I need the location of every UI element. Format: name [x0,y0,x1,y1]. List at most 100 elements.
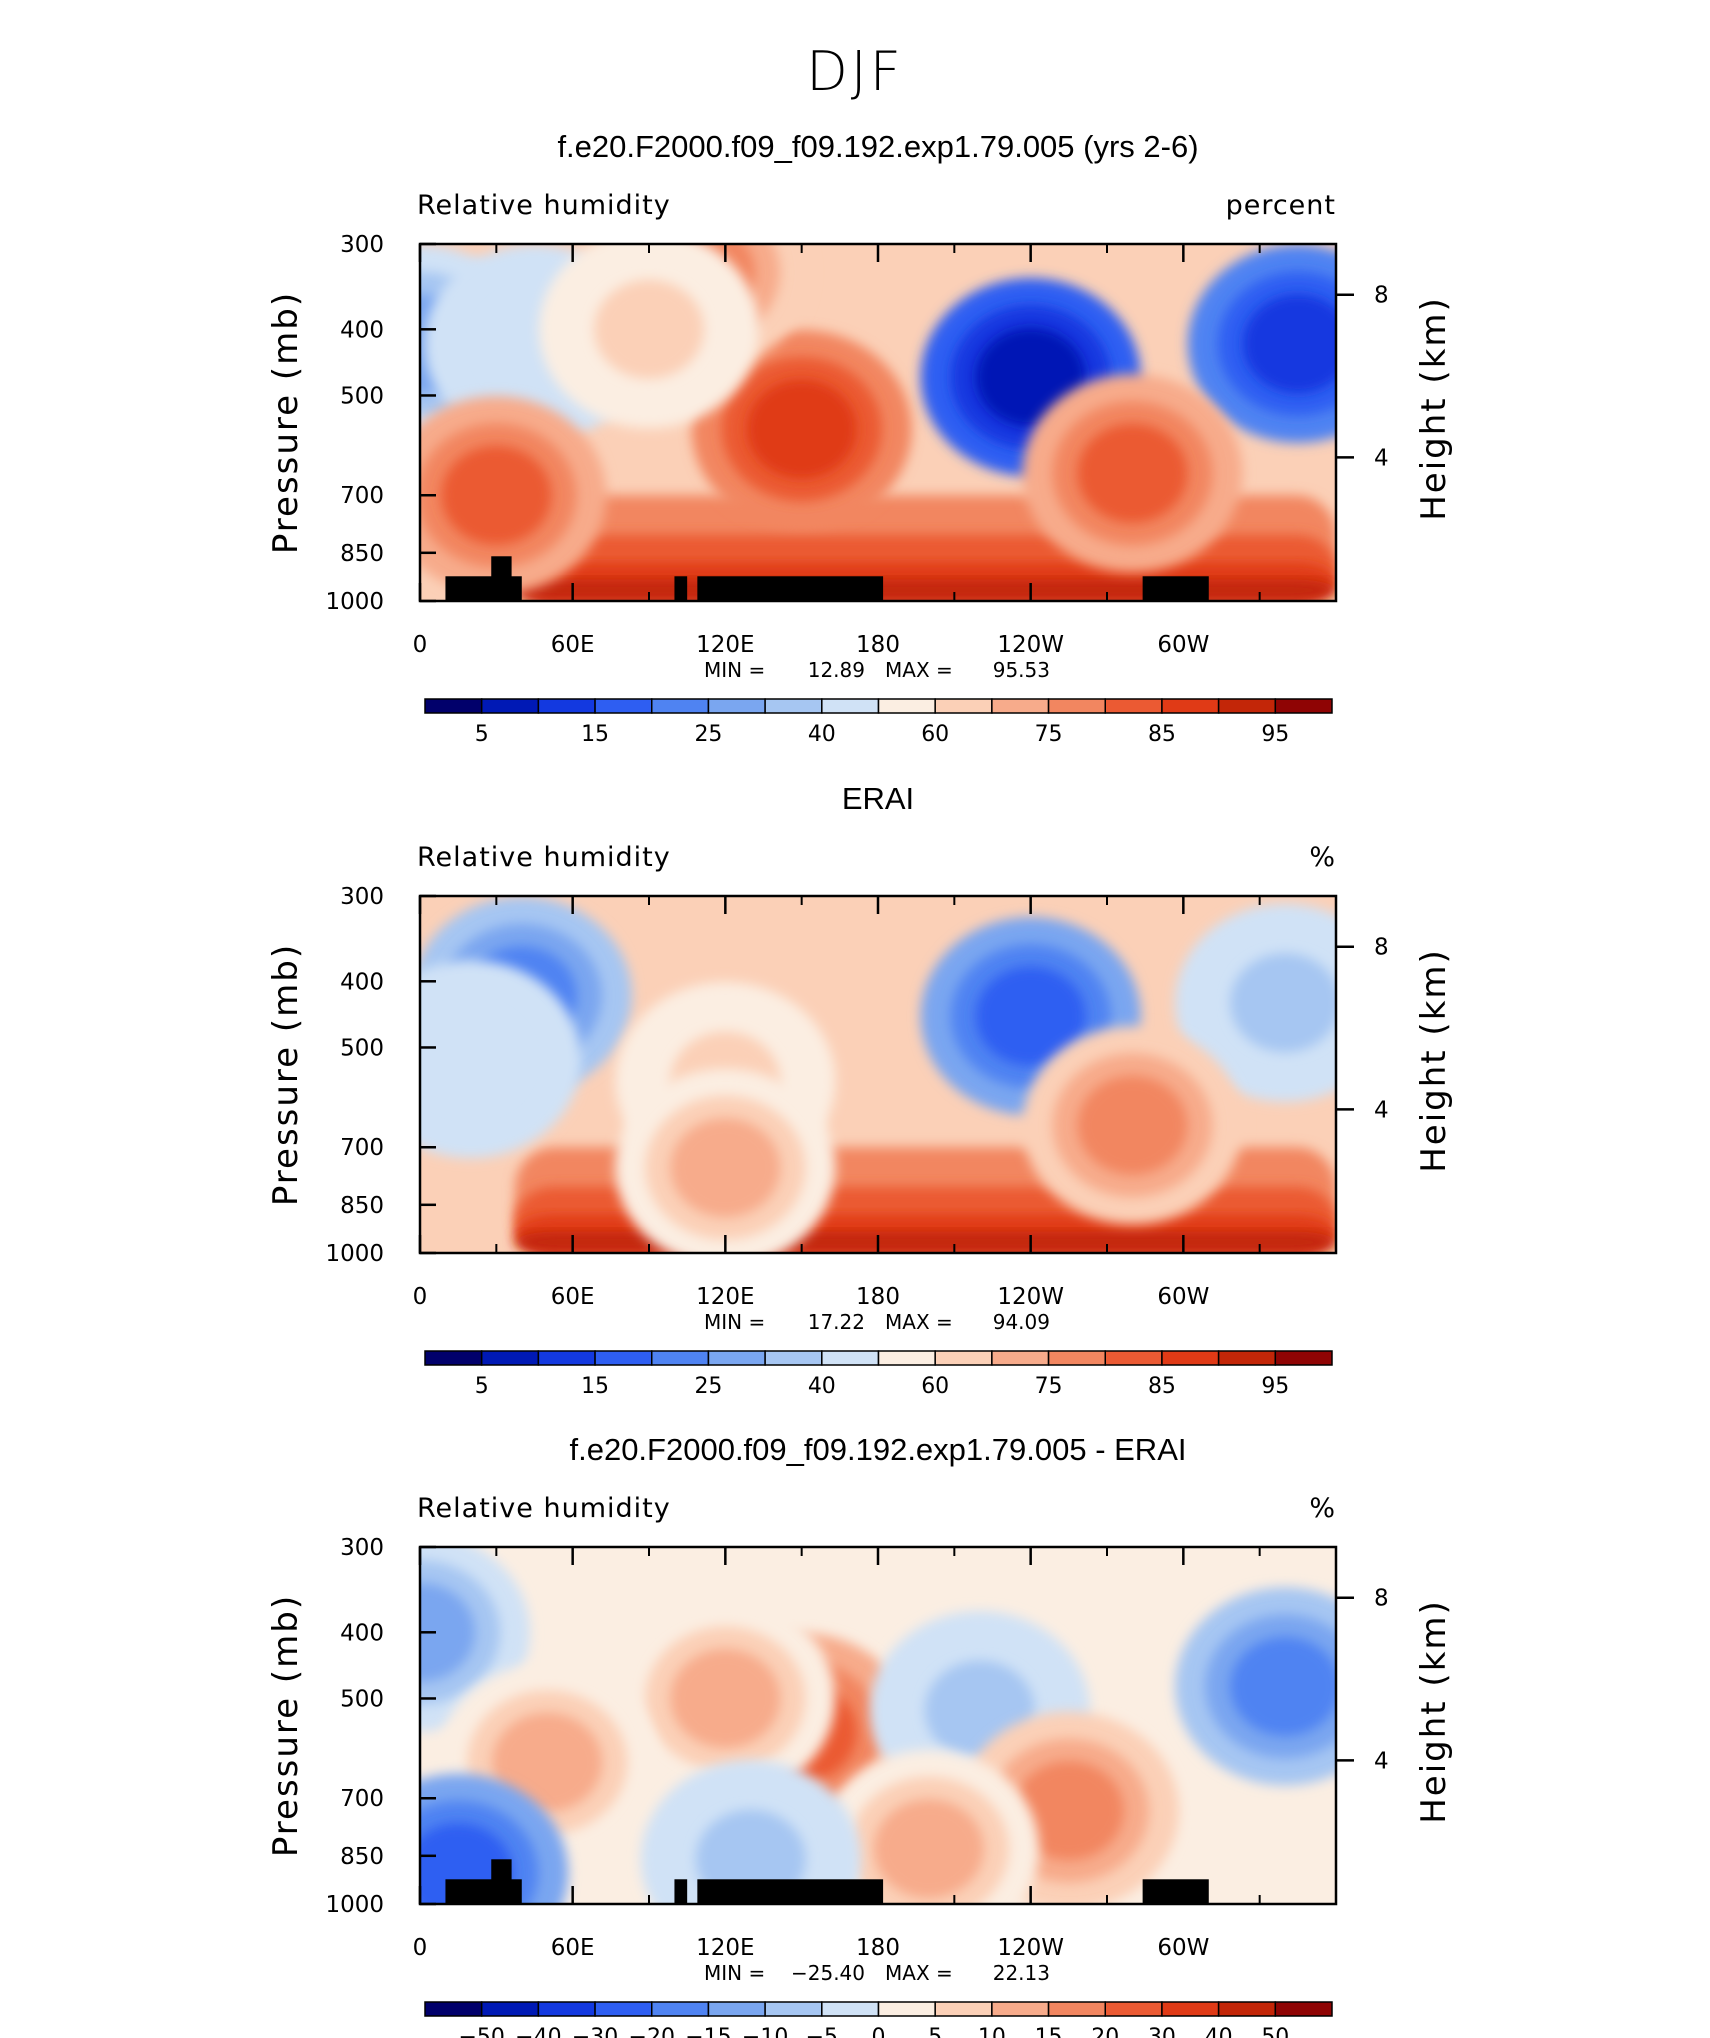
x-tick-label: 180 [856,1935,900,1961]
y-tick-label: 400 [340,969,384,995]
colorbar-swatch [424,2001,483,2017]
colorbar-label: −5 [806,2025,838,2038]
colorbar-swatch [594,2001,653,2017]
colorbar-swatch [877,2001,936,2017]
colorbar-label: 20 [1091,2025,1119,2038]
colorbar-swatch [877,1350,936,1366]
panel-3: f.e20.F2000.f09_f09.192.exp1.79.005 - ER… [266,1432,1454,2038]
min-value: 17.22 [808,1310,865,1334]
colorbar-label: −10 [742,2025,788,2038]
y-tick-label: 300 [340,1535,384,1561]
y-tick-label: 500 [340,1035,384,1061]
contour-blob [670,1118,781,1218]
contour-field [420,244,1336,601]
max-value: 95.53 [993,658,1050,682]
colorbar-swatch [1217,698,1277,714]
colorbar: −50 −40 −30 −20 −15 −10 −5 0 5 10 15 20 30 40 50 [424,2001,1333,2038]
max-label: MAX = [885,658,953,682]
colorbar-swatch [707,698,766,714]
colorbar-label: 0 [872,2025,886,2038]
colorbar-swatch [480,2001,540,2017]
y-axis-title: Pressure (mb) [266,943,306,1206]
colorbar-swatch [537,2001,596,2017]
colorbar-label: 25 [694,722,722,747]
colorbar-swatch [991,2001,1050,2017]
colorbar-swatch [1104,2001,1163,2017]
x-tick-label: 120W [997,1284,1064,1310]
y-tick-label: 850 [340,541,384,567]
colorbar: 5 15 25 40 60 75 85 95 [424,1350,1333,1399]
unit-label: percent [1226,190,1336,221]
x-tick-label: 0 [413,1284,428,1310]
land-mask [674,576,688,601]
x-tick-label: 180 [856,1284,900,1310]
y-tick-label: 300 [340,884,384,910]
y2-tick-label: 8 [1374,1586,1389,1612]
unit-label: % [1309,1493,1336,1524]
colorbar-label: 85 [1148,1374,1176,1399]
colorbar-swatch [1274,698,1333,714]
colorbar-swatch [764,1350,823,1366]
y-tick-label: 500 [340,1686,384,1712]
min-label: MIN = [704,658,765,682]
y2-tick-label: 4 [1374,1748,1389,1774]
y2-axis-title: Height (km) [1414,296,1454,521]
contour-field [420,1547,1336,1904]
colorbar-swatch [821,698,880,714]
variable-label: Relative humidity [417,842,671,873]
colorbar-swatch [651,2001,710,2017]
colorbar-label: 50 [1261,2025,1289,2038]
moist-band-4 [515,579,1336,601]
unit-label: % [1309,842,1336,873]
colorbar-label: 95 [1261,722,1289,747]
panel-title: f.e20.F2000.f09_f09.192.exp1.79.005 - ER… [569,1432,1186,1467]
y-tick-label: 400 [340,317,384,343]
colorbar-swatch [764,2001,823,2017]
colorbar-label: 75 [1035,722,1063,747]
contour-blob [1077,1075,1188,1175]
y2-axis-title: Height (km) [1414,948,1454,1173]
contour-blob [1230,1636,1336,1736]
y-tick-label: 850 [340,1844,384,1870]
contour-blob [1242,294,1336,394]
colorbar-label: 25 [694,1374,722,1399]
contour-blob [492,1712,603,1812]
colorbar-swatch [821,2001,880,2017]
colorbar-label: 15 [581,722,609,747]
colorbar-swatch [764,698,823,714]
land-mask [697,576,884,601]
land-mask [697,1879,884,1904]
colorbar-swatch [991,698,1050,714]
x-tick-label: 120W [997,1935,1064,1961]
colorbar-swatch [537,1350,596,1366]
colorbar-swatch [1161,2001,1220,2017]
variable-label: Relative humidity [417,1493,671,1524]
x-tick-label: 60W [1157,1935,1209,1961]
colorbar-swatch [424,1350,483,1366]
colorbar-label: 5 [475,722,489,747]
colorbar-swatch [1217,2001,1277,2017]
colorbar-label: 40 [1205,2025,1233,2038]
colorbar: 5 15 25 40 60 75 85 95 [424,698,1333,747]
colorbar-label: 75 [1035,1374,1063,1399]
colorbar-swatch [480,698,540,714]
contour-blob [975,966,1086,1066]
colorbar-label: 15 [1035,2025,1063,2038]
x-tick-label: 120W [997,632,1064,658]
colorbar-label: −30 [572,2025,618,2038]
colorbar-label: −20 [629,2025,675,2038]
colorbar-swatch [1161,698,1220,714]
y-tick-label: 700 [340,483,384,509]
colorbar-swatch [877,698,936,714]
contour-blob [441,445,552,545]
colorbar-label: 5 [928,2025,942,2038]
contour-blob [420,1009,526,1109]
colorbar-label: 15 [581,1374,609,1399]
x-tick-label: 120E [696,1284,754,1310]
land-mask [1142,1879,1209,1904]
colorbar-swatch [707,1350,766,1366]
y-tick-label: 700 [340,1786,384,1812]
x-tick-label: 120E [696,1935,754,1961]
x-tick-label: 60E [551,632,595,658]
colorbar-swatch [424,698,483,714]
